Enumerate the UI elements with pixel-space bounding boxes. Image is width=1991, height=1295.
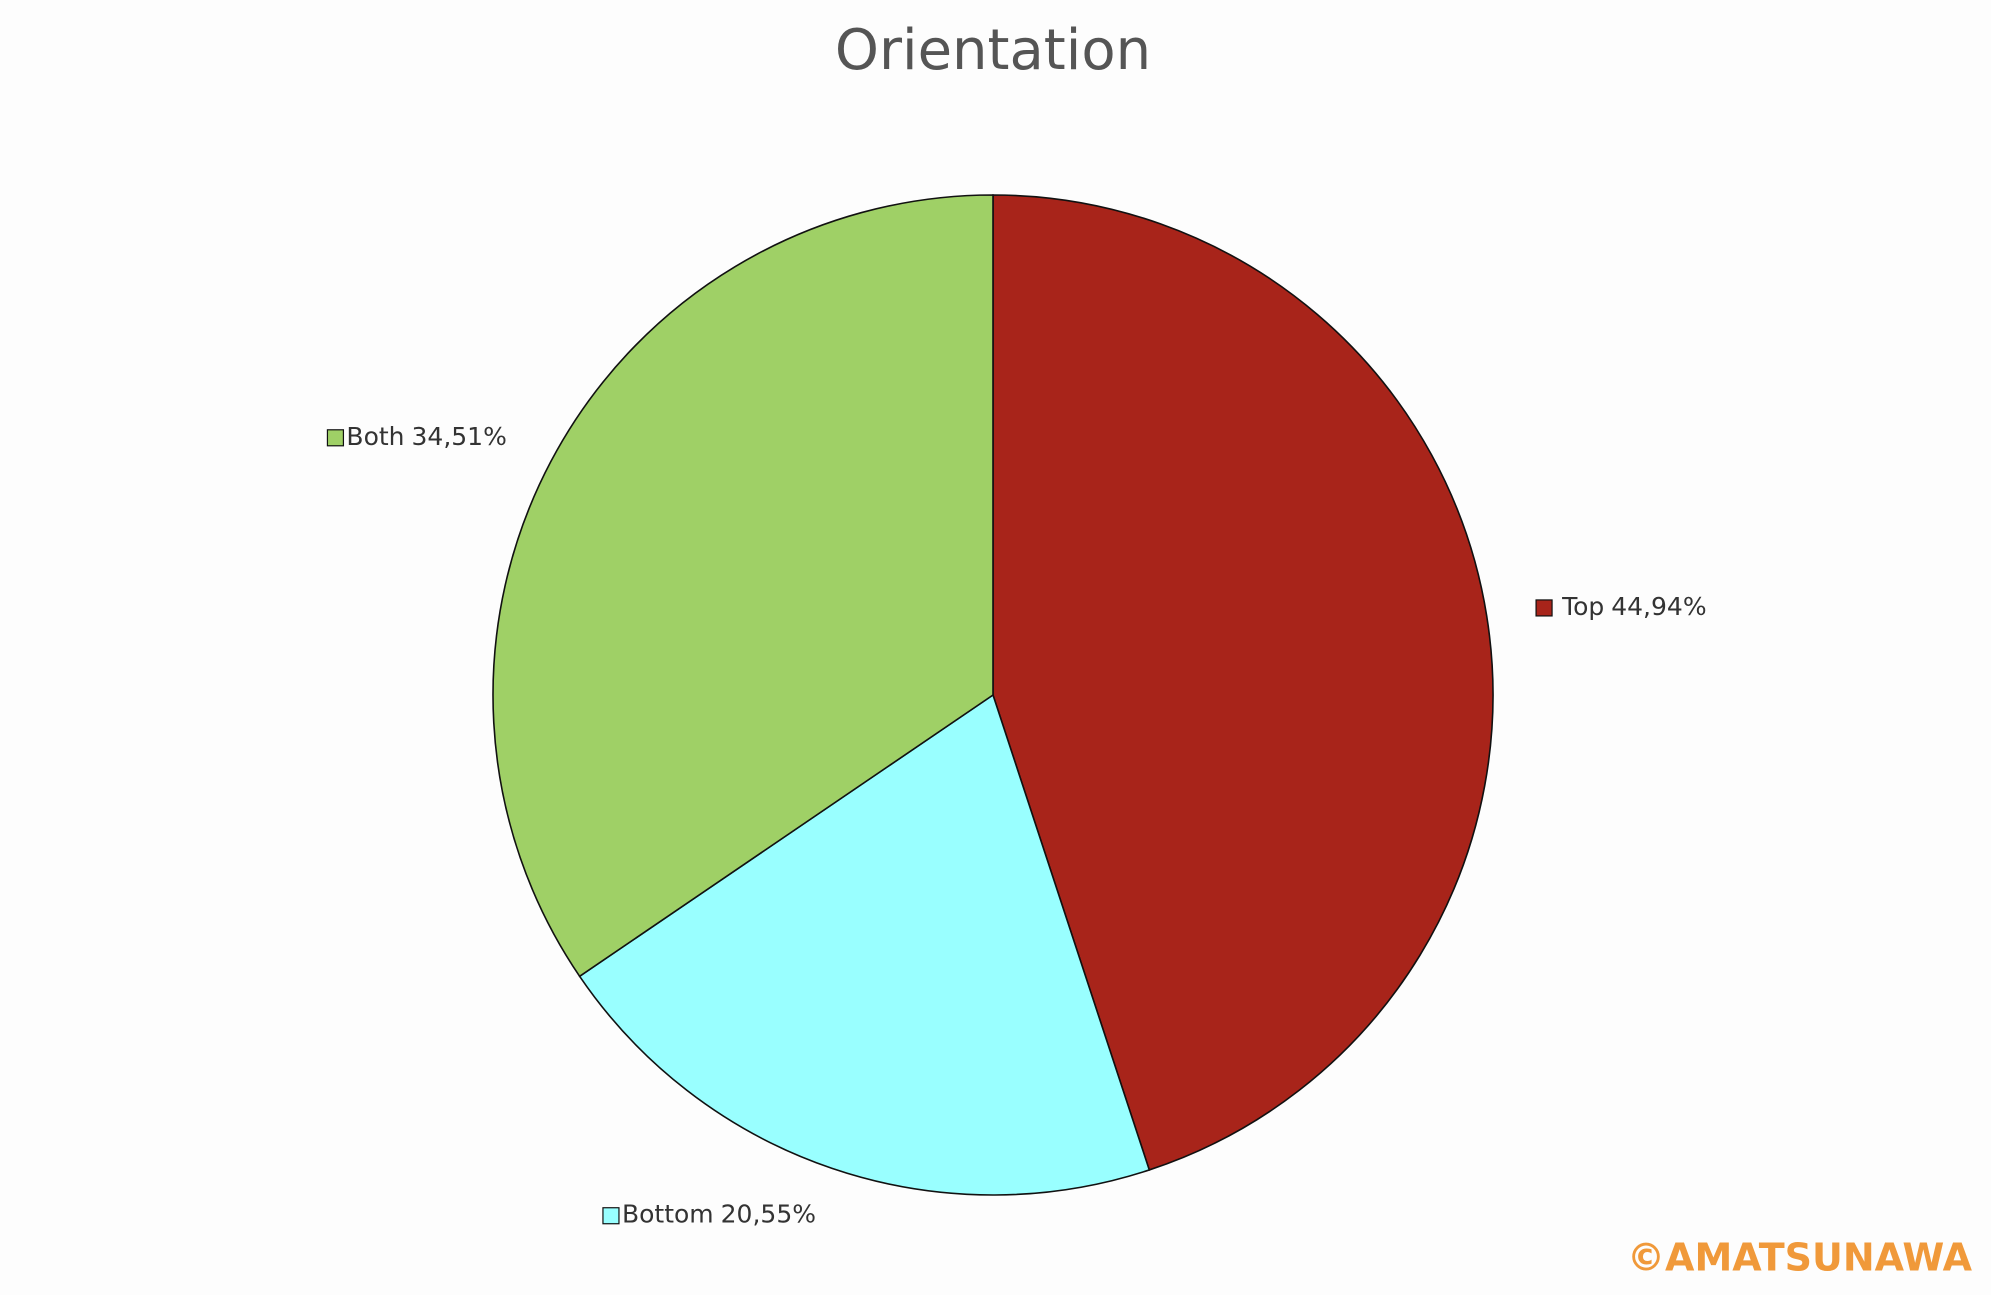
watermark: ©AMATSUNAWA bbox=[1627, 1236, 1973, 1280]
slice-label: Top 44,94% bbox=[1561, 592, 1707, 621]
label-category: Bottom bbox=[622, 1200, 714, 1229]
slice-label: Bottom 20,55% bbox=[622, 1200, 816, 1229]
label-swatch bbox=[326, 429, 345, 447]
label-category: Both bbox=[346, 422, 404, 451]
label-swatch bbox=[602, 1207, 620, 1225]
pie-slice bbox=[578, 693, 1151, 1196]
label-category: Top bbox=[1561, 592, 1604, 621]
chart-title: Orientation bbox=[835, 18, 1151, 83]
label-value: 44,94% bbox=[1611, 592, 1706, 621]
pie-slice bbox=[992, 194, 1494, 1171]
label-value: 20,55% bbox=[721, 1200, 816, 1229]
pie-slice bbox=[492, 194, 994, 978]
label-swatch bbox=[1535, 599, 1553, 617]
label-value: 34,51% bbox=[412, 422, 507, 451]
slice-label: Both 34,51% bbox=[346, 422, 506, 451]
